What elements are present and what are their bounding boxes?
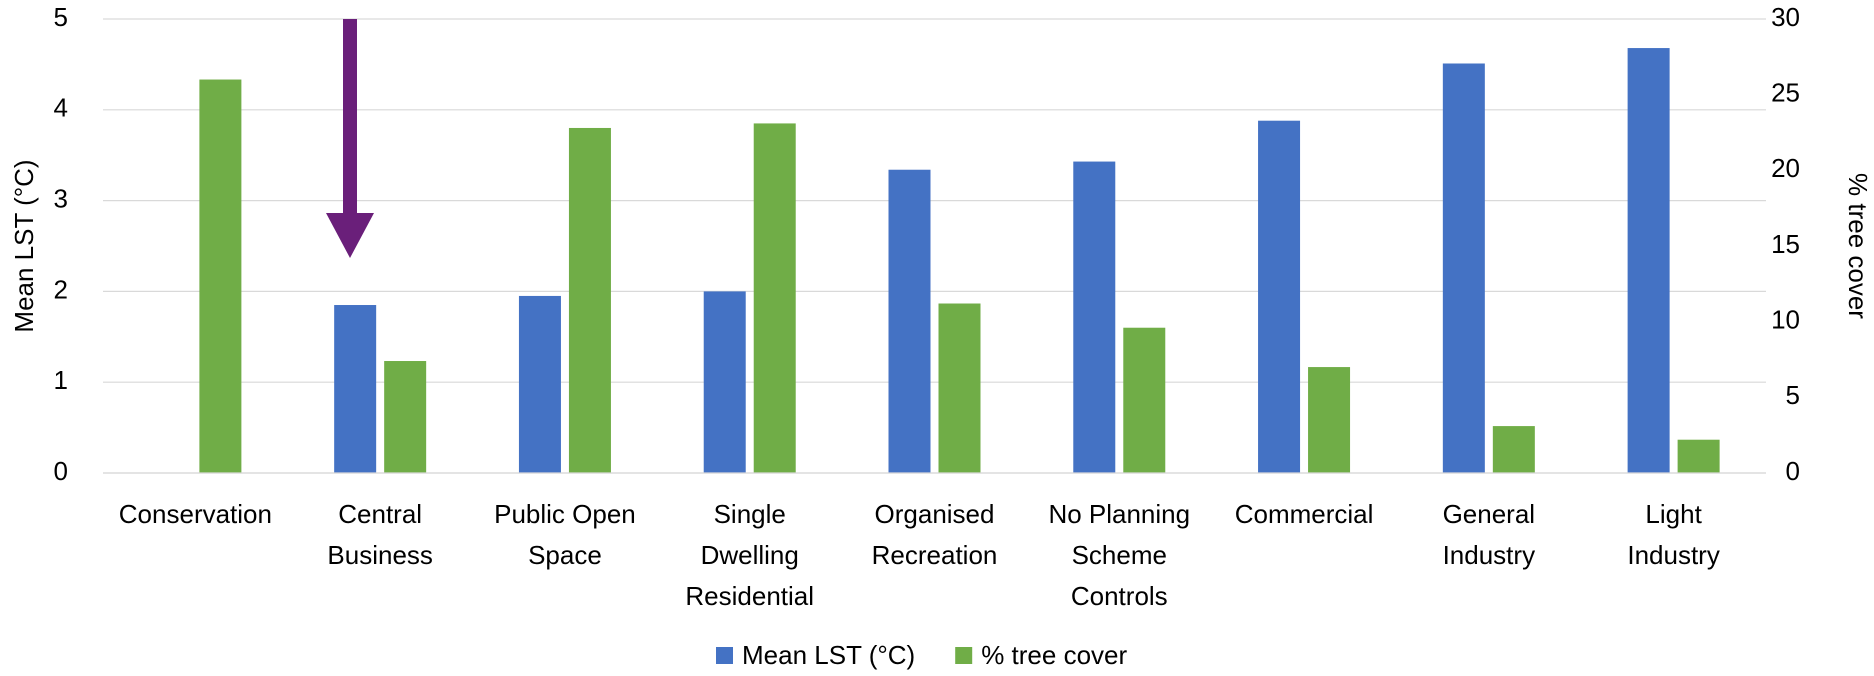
bar (703, 291, 746, 473)
bar (1308, 367, 1351, 473)
x-tick-label: Single Dwelling Residential (685, 499, 814, 611)
y-tick-label: 4 (54, 93, 68, 123)
bar (753, 123, 796, 474)
bar (1442, 63, 1485, 473)
bar (1073, 161, 1116, 473)
y2-tick-label: 30 (1771, 2, 1800, 32)
y-tick-label: 5 (54, 2, 68, 32)
legend-swatch (716, 647, 733, 664)
x-tick-label: Public Open Space (494, 499, 636, 570)
x-tick-label: Conservation (119, 499, 272, 529)
y2-tick-label: 0 (1786, 456, 1800, 486)
bar (888, 169, 931, 473)
x-tick-label: Commercial (1235, 499, 1374, 529)
y-tick-label: 0 (54, 456, 68, 486)
y-tick-label: 2 (54, 274, 68, 304)
arrow-annotation (326, 19, 374, 258)
y2-tick-label: 10 (1771, 305, 1800, 335)
legend-label: Mean LST (°C) (742, 640, 915, 670)
y2-tick-label: 5 (1786, 380, 1800, 410)
bar (334, 305, 377, 473)
x-tick-label: Organised Recreation (872, 499, 998, 570)
y-axis-label: Mean LST (°C) (9, 159, 39, 332)
x-tick-label: General Industry (1443, 499, 1536, 570)
bar (1123, 327, 1166, 473)
y2-tick-label: 20 (1771, 153, 1800, 183)
x-tick-label: Light Industry (1627, 499, 1720, 570)
bar (199, 79, 242, 474)
y-tick-label: 1 (54, 365, 68, 395)
bar (518, 295, 561, 473)
y2-axis-label: % tree cover (1843, 173, 1873, 319)
y-tick-label: 3 (54, 183, 68, 213)
x-tick-label: No Planning Scheme Controls (1048, 499, 1190, 611)
y2-tick-label: 15 (1771, 229, 1800, 259)
bar (384, 361, 427, 473)
legend-swatch (955, 647, 973, 664)
bar (938, 303, 981, 473)
bar (1627, 48, 1670, 473)
bar (1677, 439, 1720, 473)
y2-tick-label: 25 (1771, 78, 1800, 108)
legend-label: % tree cover (981, 640, 1127, 670)
bar (568, 127, 611, 474)
x-tick-label: Central Business (327, 499, 433, 570)
bar (1492, 426, 1535, 473)
bar (1258, 120, 1301, 474)
